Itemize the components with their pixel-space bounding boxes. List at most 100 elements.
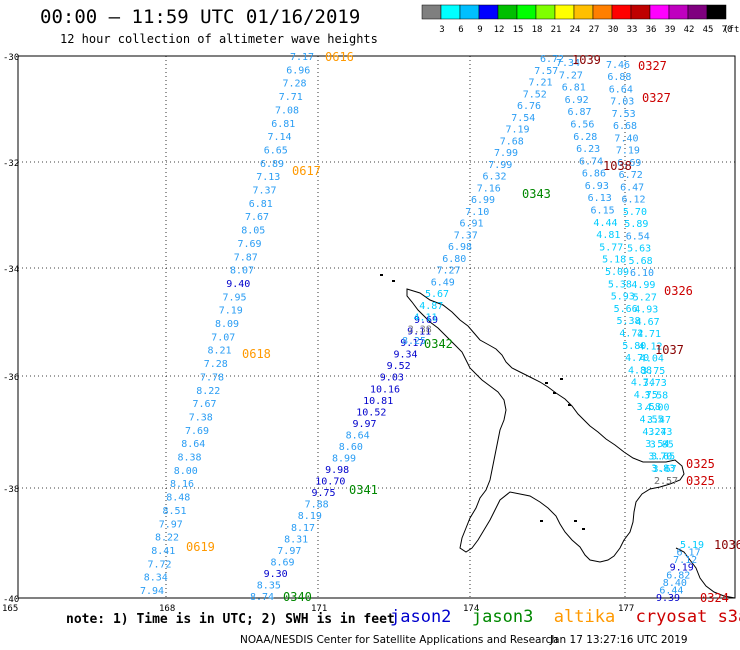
- altika-swh-label: 6.81: [271, 119, 295, 130]
- cryosat-swh-label: 6.28: [573, 132, 597, 143]
- s3a-swh-label: 6.88: [607, 72, 631, 83]
- jason3-swh-label: 6.49: [431, 277, 455, 288]
- cryosat-swh-label: 4.70: [625, 353, 649, 364]
- cryosat-swh-label: 4.75: [634, 390, 658, 401]
- jason3-swh-label: 9.98: [325, 465, 349, 476]
- s3a-swh-label: 3.75: [641, 366, 665, 377]
- jason3-swh-label: 10.52: [356, 407, 386, 418]
- cryosat-swh-label: 4.81: [596, 230, 620, 241]
- cryosat-swh-label: 4.44: [593, 218, 617, 229]
- altika-swh-label: 8.00: [174, 466, 198, 477]
- cryosat-swh-label: 6.82: [666, 570, 690, 581]
- s3a-swh-label: 6.12: [621, 195, 645, 206]
- colorbar-swatch: [459, 4, 480, 20]
- map-frame: [17, 55, 736, 599]
- coastline-segment: [675, 547, 736, 599]
- s3a-swh-label: 7.53: [612, 109, 636, 120]
- jason3-swh-label: 7.57: [534, 66, 558, 77]
- altika-swh-label: 7.13: [256, 172, 280, 183]
- jason3-swh-label: 7.10: [465, 207, 489, 218]
- cryosat-swh-label: 3.83: [651, 464, 675, 475]
- time-label: 1038: [603, 159, 632, 173]
- cryosat-swh-label: 5.77: [599, 242, 623, 253]
- jason3-swh-label: 4.87: [419, 301, 443, 312]
- jason3-swh-label: 6.91: [459, 219, 483, 230]
- s3a-swh-label: 5.63: [627, 244, 651, 255]
- jason3-swh-label: 7.88: [305, 500, 329, 511]
- s3a-swh-label: 4.04: [640, 354, 664, 365]
- time-label: 1036: [714, 538, 740, 552]
- longitude-label: 174: [463, 604, 479, 614]
- s3a-swh-label: 7.46: [606, 60, 630, 71]
- s3a-swh-label: 5.89: [624, 219, 648, 230]
- island-speck: [392, 280, 395, 282]
- jason3-swh-label: 7.16: [477, 183, 501, 194]
- time-label: 0617: [292, 164, 321, 178]
- altika-swh-label: 8.21: [207, 346, 231, 357]
- jason3-swh-label: 10.81: [363, 396, 393, 407]
- cryosat-swh-label: 6.15: [591, 206, 615, 217]
- colorbar-tick-label: 33: [627, 25, 638, 35]
- cryosat-swh-label: 6.13: [588, 193, 612, 204]
- cryosat-swh-label: 6.17: [677, 548, 701, 559]
- colorbar-swatch: [630, 4, 651, 20]
- cryosat-swh-label: 5.66: [614, 304, 638, 315]
- colorbar-swatch: [535, 4, 556, 20]
- cryosat-swh-label: 5.38: [616, 316, 640, 327]
- altika-swh-label: 8.09: [215, 319, 239, 330]
- s3a-swh-label: 4.71: [637, 329, 661, 340]
- colorbar-tick-label: 27: [589, 25, 600, 35]
- longitude-label: 177: [618, 604, 634, 614]
- colorbar-swatch: [668, 4, 689, 20]
- latitude-label: -32: [3, 159, 19, 169]
- jason3-swh-label: 7.99: [494, 148, 518, 159]
- cryosat-swh-label: 6.93: [585, 181, 609, 192]
- jason3-swh-label: 7.19: [505, 125, 529, 136]
- altika-swh-label: 8.07: [230, 266, 254, 277]
- s3a-swh-label: 3.73: [648, 427, 672, 438]
- s3a-swh-label: 3.65: [651, 452, 675, 463]
- jason3-swh-label: 7.97: [277, 546, 301, 557]
- legend-jason2: jason2: [390, 607, 472, 627]
- jason3-swh-label: 10.70: [315, 477, 345, 488]
- altika-swh-label: 7.28: [282, 79, 306, 90]
- colorbar-tick-label: 24: [570, 25, 581, 35]
- time-label: 0616: [325, 50, 354, 64]
- s3a-swh-label: 4.00: [645, 403, 669, 414]
- cryosat-swh-label: 4.74: [631, 378, 655, 389]
- units-note: note: 1) Time is in UTC; 2) SWH is in fe…: [66, 612, 395, 627]
- jason3-swh-label: 8.25: [402, 336, 426, 347]
- altika-swh-label: 7.94: [140, 586, 164, 597]
- jason3-swh-label: 6.80: [442, 254, 466, 265]
- jason3-swh-label: 5.67: [425, 289, 449, 300]
- altika-swh-label: 7.28: [204, 359, 228, 370]
- latitude-label: -40: [3, 595, 19, 605]
- time-label: 0327: [638, 59, 667, 73]
- altika-swh-label: 7.71: [279, 92, 303, 103]
- s3a-swh-label: 3.73: [643, 378, 667, 389]
- cryosat-swh-label: 5.93: [611, 292, 635, 303]
- altika-swh-label: 7.69: [185, 426, 209, 437]
- jason3-swh-label: 9.97: [352, 419, 376, 430]
- colorbar-tick-label: 30: [608, 25, 619, 35]
- colorbar-tick-label: 12: [494, 25, 505, 35]
- altika-swh-label: 7.08: [275, 105, 299, 116]
- altika-swh-label: 7.07: [211, 332, 235, 343]
- altika-swh-label: 6.81: [249, 199, 273, 210]
- s3a-swh-label: 7.40: [614, 133, 638, 144]
- cryosat-swh-label: 4.55: [640, 415, 664, 426]
- cryosat-swh-label: 7.34: [556, 58, 580, 69]
- island-speck: [553, 392, 556, 394]
- cryosat-swh-label: 4.72: [619, 328, 643, 339]
- jason3-swh-label: 4.11: [413, 313, 437, 324]
- island-speck: [545, 382, 548, 384]
- colorbar-swatch: [649, 4, 670, 20]
- cryosat-swh-label: 5.09: [605, 267, 629, 278]
- cryosat-swh-label: 6.44: [659, 585, 683, 596]
- time-label: 0342: [424, 337, 453, 351]
- longitude-label: 168: [159, 604, 175, 614]
- altika-swh-label: 6.96: [286, 65, 310, 76]
- latitude-label: -34: [3, 265, 19, 275]
